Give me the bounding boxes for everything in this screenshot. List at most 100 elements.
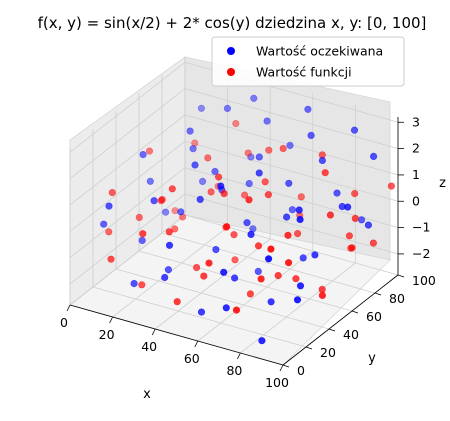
y-tick-mark	[398, 275, 404, 277]
point-expected	[256, 154, 263, 161]
point-function	[349, 245, 356, 252]
point-function	[136, 214, 143, 221]
point-function	[174, 298, 181, 305]
point-expected	[231, 275, 238, 282]
point-expected	[287, 142, 294, 149]
y-tick-mark	[352, 311, 358, 313]
point-expected	[268, 299, 275, 306]
point-expected	[312, 252, 319, 259]
point-expected	[197, 196, 204, 203]
x-tick-label: 0	[60, 315, 68, 330]
point-function	[327, 212, 334, 219]
point-expected	[283, 214, 290, 221]
point-expected	[140, 151, 147, 158]
y-tick-label: 60	[366, 309, 382, 324]
legend-marker-function	[227, 68, 235, 76]
point-function	[108, 256, 115, 263]
point-function	[262, 179, 269, 186]
point-function	[246, 197, 253, 204]
point-expected	[358, 217, 365, 224]
point-function	[208, 189, 215, 196]
legend: Wartość oczekiwana Wartość funkcji	[212, 37, 404, 86]
point-expected	[300, 255, 307, 262]
point-expected	[220, 269, 227, 276]
point-function	[140, 230, 147, 237]
y-tick-mark	[329, 329, 335, 331]
point-function	[201, 273, 208, 280]
point-function	[159, 196, 166, 203]
chart-title: f(x, y) = sin(x/2) + 2* cos(y) dziedzina…	[38, 14, 427, 32]
point-function	[319, 286, 326, 293]
point-expected	[264, 118, 271, 125]
z-axis-label: z	[439, 176, 446, 191]
z-tick-label: 1	[412, 167, 420, 182]
point-expected	[265, 255, 272, 262]
point-expected	[246, 180, 253, 187]
point-function	[285, 232, 292, 239]
point-function	[232, 257, 239, 264]
x-tick-mark	[280, 365, 283, 371]
point-function	[266, 147, 273, 154]
point-expected	[296, 207, 303, 214]
y-tick-label: 100	[412, 273, 436, 288]
point-expected	[344, 204, 351, 211]
point-function	[205, 155, 212, 162]
point-expected	[259, 337, 266, 344]
legend-label-function: Wartość funkcji	[256, 65, 352, 80]
point-function	[215, 174, 222, 181]
x-tick-label: 20	[99, 327, 115, 342]
point-expected	[224, 105, 231, 112]
x-tick-label: 40	[141, 339, 157, 354]
point-function	[322, 169, 329, 176]
point-expected	[319, 157, 326, 164]
y-tick-mark	[375, 293, 381, 295]
point-function	[139, 282, 146, 289]
point-function	[275, 272, 282, 279]
point-expected	[289, 206, 296, 213]
point-expected	[162, 209, 169, 216]
point-function	[146, 148, 153, 155]
point-expected	[255, 268, 262, 275]
point-function	[346, 233, 353, 240]
point-function	[193, 264, 200, 271]
point-expected	[251, 95, 258, 102]
point-function	[223, 223, 230, 230]
z-tick-label: −1	[412, 220, 430, 235]
point-function	[351, 190, 358, 197]
point-expected	[190, 145, 197, 152]
point-function	[106, 229, 113, 236]
x-tick-label: 100	[265, 375, 289, 390]
x-tick-label: 80	[226, 363, 242, 378]
point-function	[294, 230, 301, 237]
point-expected	[151, 197, 158, 204]
point-expected	[294, 297, 301, 304]
point-expected	[192, 162, 199, 169]
point-expected	[213, 246, 220, 253]
point-expected	[198, 309, 205, 316]
point-function	[268, 246, 275, 253]
point-function	[166, 229, 173, 236]
point-expected	[297, 283, 304, 290]
point-function	[247, 291, 254, 298]
point-expected	[139, 237, 146, 244]
point-expected	[178, 209, 185, 216]
point-expected	[131, 280, 138, 287]
point-function	[221, 190, 228, 197]
point-expected	[286, 180, 293, 187]
point-expected	[223, 305, 230, 312]
point-expected	[161, 274, 168, 281]
point-function	[255, 243, 262, 250]
point-expected	[308, 132, 315, 139]
y-tick-label: 40	[343, 327, 359, 342]
point-function	[298, 194, 305, 201]
point-expected	[334, 190, 341, 197]
y-tick-mark	[283, 365, 289, 367]
point-expected	[106, 203, 113, 210]
point-function	[245, 150, 252, 157]
point-function	[319, 292, 326, 299]
x-tick-label: 60	[184, 351, 200, 366]
z-tick-label: 0	[412, 193, 420, 208]
point-function	[233, 307, 240, 314]
x-tick-mark	[237, 353, 240, 359]
point-function	[352, 215, 359, 222]
